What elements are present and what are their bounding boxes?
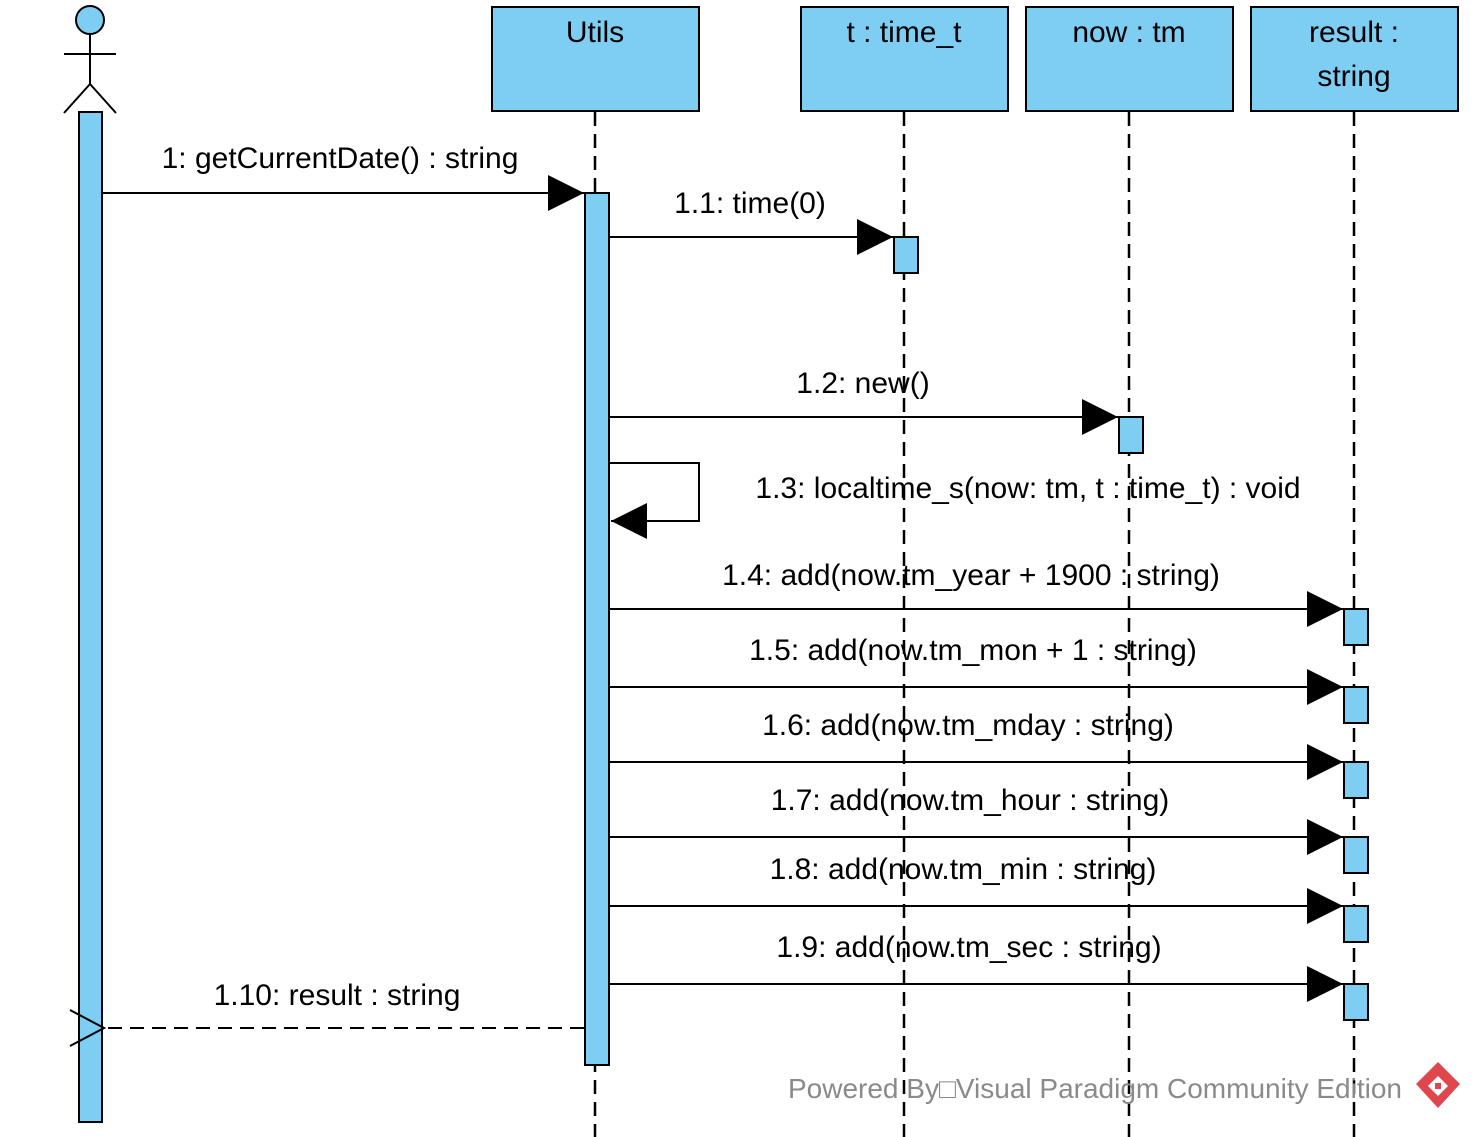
message-1-1-label: 1.1: time(0) — [674, 187, 826, 220]
result-activation-bar-1-6 — [1343, 761, 1369, 799]
message-1-9[interactable]: 1.9: add(now.tm_sec : string) — [610, 931, 1343, 1002]
result-activation-bar-1-4 — [1343, 608, 1369, 646]
result-activation-bar-1-9 — [1343, 983, 1369, 1021]
lifeline-result-title: result : — [1309, 16, 1399, 49]
actor-head — [75, 5, 105, 35]
now-activation-bar — [1118, 416, 1144, 454]
message-1-2-label: 1.2: new() — [796, 367, 929, 400]
lifeline-now-header[interactable]: now : tm — [1025, 6, 1234, 112]
message-1-1[interactable]: 1.1: time(0) — [610, 187, 893, 255]
lifeline-utils-title: Utils — [566, 16, 624, 49]
lifeline-result-header[interactable]: result : string — [1250, 6, 1459, 112]
watermark: Powered By□Visual Paradigm Community Edi… — [788, 1062, 1460, 1108]
result-activation-bar-1-5 — [1343, 686, 1369, 724]
actor-activation-bar — [78, 111, 103, 1123]
message-1-10-label: 1.10: result : string — [214, 979, 461, 1012]
message-1[interactable]: 1: getCurrentDate() : string — [103, 142, 584, 211]
lifeline-t-header[interactable]: t : time_t — [800, 6, 1009, 112]
lifeline-result-subtitle: string — [1317, 60, 1390, 93]
actor-leg-right — [89, 83, 117, 114]
actor-figure[interactable] — [63, 5, 117, 114]
message-1-7-label: 1.7: add(now.tm_hour : string) — [771, 784, 1170, 817]
message-1-4[interactable]: 1.4: add(now.tm_year + 1900 : string) — [610, 559, 1343, 627]
lifeline-now-title: now : tm — [1072, 16, 1185, 49]
watermark-text: Powered By□Visual Paradigm Community Edi… — [788, 1073, 1402, 1104]
result-activation-bar-1-7 — [1343, 836, 1369, 874]
t-activation-bar — [893, 236, 919, 274]
message-1-label: 1: getCurrentDate() : string — [162, 142, 519, 175]
message-1-9-label: 1.9: add(now.tm_sec : string) — [776, 931, 1161, 964]
message-1-8[interactable]: 1.8: add(now.tm_min : string) — [610, 853, 1343, 924]
message-1-3[interactable]: 1.3: localtime_s(now: tm, t : time_t) : … — [610, 462, 1301, 539]
result-activation-bar-1-8 — [1343, 905, 1369, 943]
lifeline-t-title: t : time_t — [846, 16, 962, 49]
message-1-5-label: 1.5: add(now.tm_mon + 1 : string) — [749, 634, 1197, 667]
visual-paradigm-logo-icon — [1416, 1062, 1460, 1108]
message-1-2[interactable]: 1.2: new() — [610, 367, 1118, 435]
message-1-10[interactable]: 1.10: result : string — [104, 979, 584, 1028]
utils-activation-bar — [584, 192, 610, 1066]
message-1-6[interactable]: 1.6: add(now.tm_mday : string) — [610, 709, 1343, 780]
message-1-8-label: 1.8: add(now.tm_min : string) — [770, 853, 1157, 886]
message-1-7[interactable]: 1.7: add(now.tm_hour : string) — [610, 784, 1343, 855]
message-1-3-label: 1.3: localtime_s(now: tm, t : time_t) : … — [755, 472, 1300, 505]
actor-leg-left — [63, 83, 91, 114]
message-1-3-arrow — [610, 462, 700, 539]
lifeline-utils-header[interactable]: Utils — [491, 6, 700, 112]
message-1-4-label: 1.4: add(now.tm_year + 1900 : string) — [722, 559, 1220, 592]
message-1-5[interactable]: 1.5: add(now.tm_mon + 1 : string) — [610, 634, 1343, 705]
message-1-6-label: 1.6: add(now.tm_mday : string) — [762, 709, 1174, 742]
